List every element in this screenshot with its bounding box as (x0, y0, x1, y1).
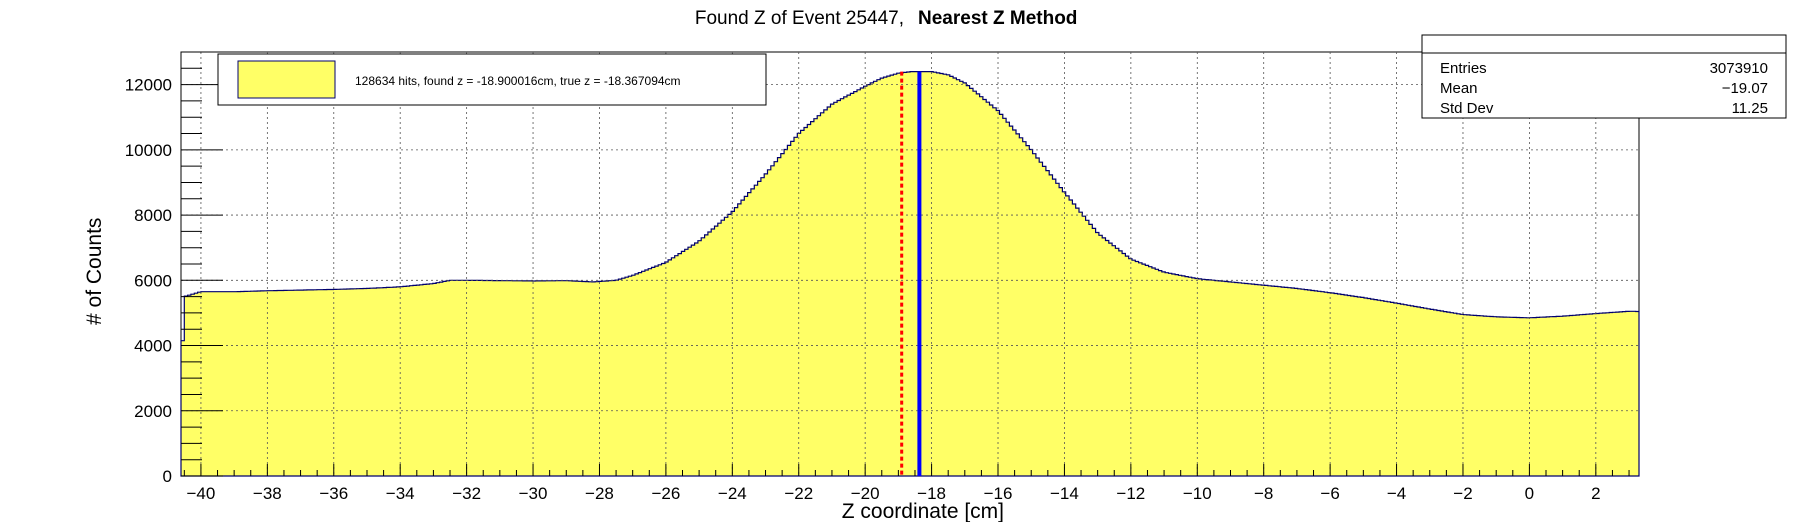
chart-title: Found Z of Event 25447, (695, 8, 904, 29)
stats-mean-value: −19.07 (1722, 80, 1768, 97)
x-tick-label: −8 (1254, 484, 1273, 503)
y-tick-labels: 0 2000 4000 6000 8000 10000 12000 (125, 76, 172, 486)
x-tick-label: −32 (452, 484, 481, 503)
chart-title-method: Nearest Z Method (918, 8, 1077, 29)
y-tick-label: 8000 (134, 206, 172, 225)
x-tick-label: −26 (651, 484, 680, 503)
x-tick-label: −20 (851, 484, 880, 503)
x-tick-labels: −40 −38 −36 −34 −32 −30 −28 −26 −24 −22 −20 −18 −16−… (187, 484, 1601, 503)
x-tick-label: −10 (1183, 484, 1212, 503)
x-axis-label: Z coordinate [cm] (842, 500, 1004, 522)
stats-mean-label: Mean (1440, 80, 1478, 97)
y-tick-label: 2000 (134, 402, 172, 421)
stats-entries-value: 3073910 (1710, 60, 1768, 77)
histogram-layer (180, 71, 1640, 477)
z-marker-lines (900, 71, 922, 476)
legend-entry: 128634 hits, found z = -18.900016cm, tru… (355, 74, 681, 88)
x-tick-label: −4 (1387, 484, 1406, 503)
y-axis-label: # of Counts (83, 218, 106, 325)
x-tick-label: −34 (386, 484, 415, 503)
stats-stddev-label: Std Dev (1440, 100, 1494, 117)
stats-frame (1421, 34, 1787, 119)
x-tick-label: −2 (1453, 484, 1472, 503)
stats-stddev-value: 11.25 (1732, 100, 1768, 117)
x-tick-label: −30 (519, 484, 548, 503)
x-tick-label: −22 (784, 484, 813, 503)
x-tick-label: −6 (1320, 484, 1339, 503)
histogram-area (180, 71, 1640, 477)
x-tick-label: −12 (1116, 484, 1145, 503)
x-tick-label: −38 (253, 484, 282, 503)
legend-swatch (237, 60, 336, 99)
x-tick-label: −36 (319, 484, 348, 503)
y-tick-label: 10000 (125, 141, 172, 160)
y-tick-label: 12000 (125, 76, 172, 95)
y-tick-label: 6000 (134, 271, 172, 290)
x-tick-label: −24 (718, 484, 747, 503)
x-tick-label: −40 (187, 484, 216, 503)
x-tick-label: −16 (984, 484, 1013, 503)
x-tick-label: −18 (917, 484, 946, 503)
x-tick-label: 0 (1525, 484, 1534, 503)
y-tick-label: 0 (163, 467, 172, 486)
stats-box: Entries 3073910 Mean −19.07 Std Dev 11.2… (1421, 34, 1787, 119)
stats-entries-label: Entries (1440, 60, 1487, 77)
axis-ticks (181, 51, 1630, 477)
grid-lines (181, 52, 1639, 476)
legend: 128634 hits, found z = -18.900016cm, tru… (217, 53, 767, 106)
x-tick-label: −14 (1050, 484, 1079, 503)
x-tick-label: −28 (585, 484, 614, 503)
y-tick-label: 4000 (134, 337, 172, 356)
x-tick-label: 2 (1591, 484, 1600, 503)
